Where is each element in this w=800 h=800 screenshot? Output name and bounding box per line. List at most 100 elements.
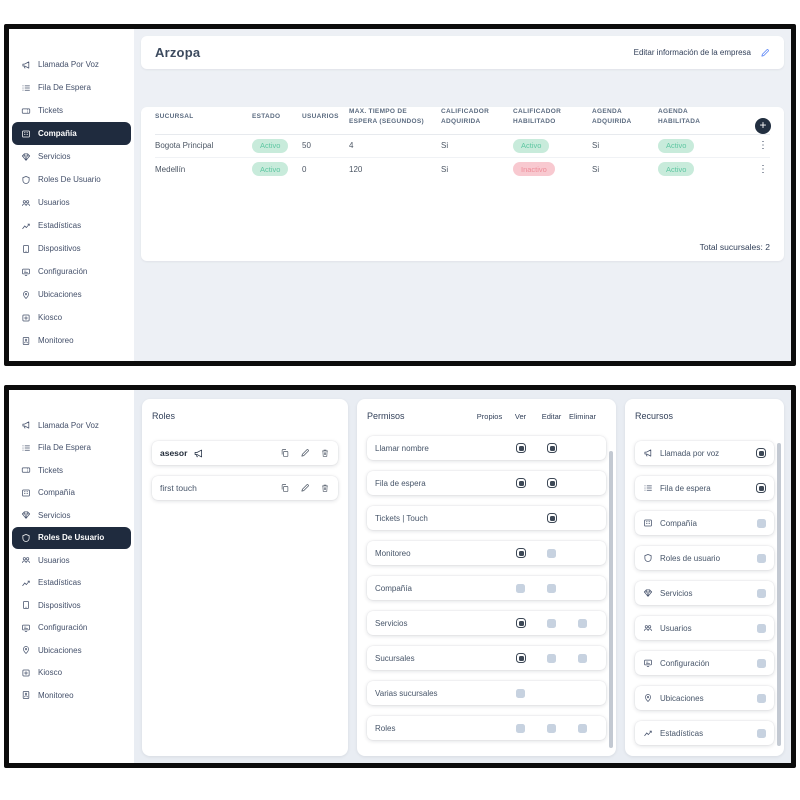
sidebar-item-dispositivos[interactable]: Dispositivos (12, 237, 131, 260)
checkbox-llamar-nombre-ver[interactable] (515, 443, 526, 453)
sidebar-item-ubicaciones[interactable]: Ubicaciones (12, 639, 131, 662)
recurso-row-servicios: Servicios (635, 581, 774, 605)
slot-propios (474, 478, 505, 488)
sidebar-item-kiosco[interactable]: Kiosco (12, 306, 131, 329)
role-row-asesor[interactable]: asesor (152, 441, 338, 465)
kebab-icon[interactable]: ⋮ (758, 163, 768, 175)
sidebar-item-label: Fila De Espera (38, 83, 91, 92)
company-icon (21, 129, 31, 139)
checkbox-compania-editar[interactable] (547, 583, 556, 593)
sidebar-item-fila-de-espera[interactable]: Fila De Espera (12, 437, 131, 460)
kebab-icon[interactable]: ⋮ (758, 140, 768, 151)
slot-eliminar (567, 723, 598, 733)
copy-icon[interactable] (280, 483, 290, 493)
checkbox-monitoreo-ver[interactable] (515, 548, 526, 558)
sidebar-item-compania[interactable]: Compañía (12, 122, 131, 145)
permisos-column-editar: Editar (541, 411, 562, 421)
checkbox-llamada-por-voz[interactable] (756, 448, 766, 458)
pencil-icon[interactable] (300, 483, 310, 493)
permiso-checks (474, 688, 598, 698)
company-header-card: Arzopa Editar información de la empresa (141, 36, 784, 69)
checkbox-roles-eliminar[interactable] (578, 723, 587, 733)
sidebar-item-tickets[interactable]: Tickets (12, 459, 131, 482)
slot-editar (536, 513, 567, 523)
checkbox-fila-de-espera-editar[interactable] (546, 478, 557, 488)
checkbox-sucursales-ver[interactable] (515, 653, 526, 663)
checkbox-sucursales-editar[interactable] (547, 653, 556, 663)
sidebar-item-configuracion[interactable]: Configuración (12, 260, 131, 283)
sidebar-item-label: Kiosco (38, 668, 63, 678)
checkbox-servicios[interactable] (757, 588, 766, 598)
table-header-row: SUCURSAL ESTADO USUARIOS MAX. TIEMPO DE ESP… (155, 107, 770, 135)
sidebar-item-fila-de-espera[interactable]: Fila De Espera (12, 76, 131, 99)
sidebar-item-usuarios[interactable]: Usuarios (12, 191, 131, 214)
checkbox-configuracion[interactable] (757, 658, 766, 668)
checkbox-estadisticas[interactable] (757, 728, 766, 738)
checkbox-compania[interactable] (757, 518, 766, 528)
sidebar-item-compania[interactable]: Compañía (12, 482, 131, 505)
sidebar-item-dispositivos[interactable]: Dispositivos (12, 594, 131, 617)
permisos-header: Permisos Propios Ver Editar Eliminar (367, 411, 606, 421)
checkbox-sucursales-eliminar[interactable] (578, 653, 587, 663)
role-actions (280, 448, 330, 458)
sidebar-item-kiosco[interactable]: Kiosco (12, 662, 131, 685)
sidebar-item-usuarios[interactable]: Usuarios (12, 549, 131, 572)
checkbox-roles-editar[interactable] (547, 723, 556, 733)
trash-icon[interactable] (320, 483, 330, 493)
checkbox-tickets-touch-editar[interactable] (546, 513, 557, 523)
devices-icon (21, 600, 31, 610)
permiso-row-sucursales: Sucursales (367, 646, 606, 670)
checkbox-fila-de-espera-ver[interactable] (515, 478, 526, 488)
stats-icon (643, 728, 653, 738)
slot-ver (505, 513, 536, 523)
role-row-first-touch[interactable]: first touch (152, 476, 338, 500)
sidebar-item-llamada-por-voz[interactable]: Llamada Por Voz (12, 53, 131, 76)
pin-icon (21, 290, 31, 300)
checkbox-compania-ver[interactable] (516, 583, 525, 593)
pin-icon (21, 645, 31, 655)
recurso-check-wrap (757, 588, 766, 598)
config-icon (21, 267, 31, 277)
sidebar-item-label: Servicios (38, 152, 71, 161)
checkbox-varias-sucursales-ver[interactable] (516, 688, 525, 698)
pencil-icon[interactable] (300, 448, 310, 458)
sidebar-item-estadisticas[interactable]: Estadísticas (12, 214, 131, 237)
edit-company-button[interactable]: Editar información de la empresa (634, 48, 770, 58)
checkbox-roles-ver[interactable] (516, 723, 525, 733)
checkbox-ubicaciones[interactable] (757, 693, 766, 703)
cell-sucursal: Bogota Principal (155, 141, 214, 150)
sidebar-item-ubicaciones[interactable]: Ubicaciones (12, 283, 131, 306)
checkbox-llamar-nombre-editar[interactable] (546, 443, 557, 453)
sidebar-item-configuracion[interactable]: Configuración (12, 617, 131, 640)
sidebar-item-monitoreo[interactable]: Monitoreo (12, 329, 131, 352)
recursos-title: Recursos (635, 411, 674, 421)
users-icon (643, 623, 653, 633)
sidebar-item-roles-de-usuario[interactable]: Roles De Usuario (12, 168, 131, 191)
checkbox-roles-de-usuario[interactable] (757, 553, 766, 563)
sidebar-item-roles-de-usuario[interactable]: Roles De Usuario (12, 526, 131, 549)
sidebar-item-label: Dispositivos (38, 244, 81, 253)
checkbox-monitoreo-editar[interactable] (547, 548, 556, 558)
checkbox-servicios-editar[interactable] (547, 618, 556, 628)
stats-icon (21, 578, 31, 588)
checkbox-servicios-ver[interactable] (515, 618, 526, 628)
company-icon (21, 488, 31, 498)
sidebar-item-tickets[interactable]: Tickets (12, 99, 131, 122)
sidebar-item-monitoreo[interactable]: Monitoreo (12, 684, 131, 707)
permiso-checks (474, 443, 598, 453)
trash-icon[interactable] (320, 448, 330, 458)
page-title: Arzopa (155, 45, 201, 60)
copy-icon[interactable] (280, 448, 290, 458)
permisos-scrollbar[interactable] (609, 451, 613, 748)
sidebar-item-estadisticas[interactable]: Estadísticas (12, 572, 131, 595)
sidebar-item-servicios[interactable]: Servicios (12, 504, 131, 527)
checkbox-servicios-eliminar[interactable] (578, 618, 587, 628)
column-header-estado: ESTADO (252, 112, 281, 120)
checkbox-usuarios[interactable] (757, 623, 766, 633)
sidebar-item-servicios[interactable]: Servicios (12, 145, 131, 168)
sidebar-item-label: Llamada Por Voz (38, 60, 99, 69)
recursos-scrollbar[interactable] (777, 443, 781, 746)
checkbox-fila-de-espera[interactable] (756, 483, 766, 493)
sidebar-item-llamada-por-voz[interactable]: Llamada Por Voz (12, 414, 131, 437)
add-sucursal-button[interactable]: + (755, 118, 771, 134)
